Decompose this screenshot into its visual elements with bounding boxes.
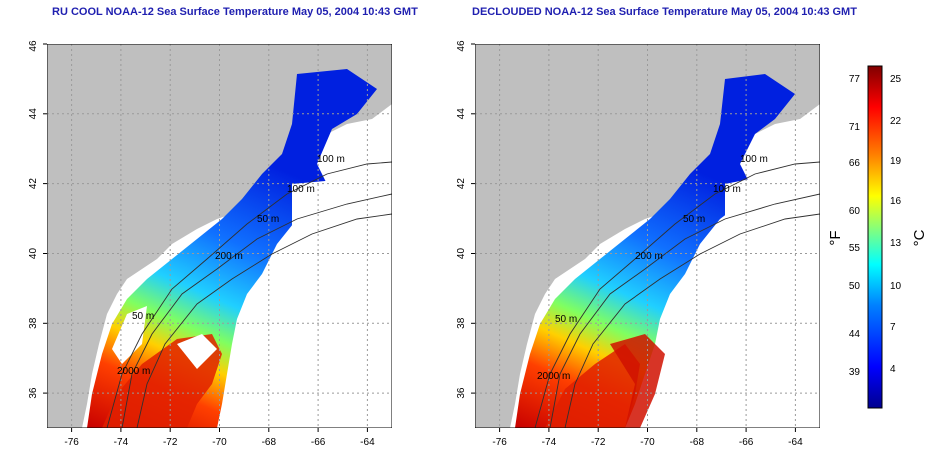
bathymetry-contours: [106, 161, 392, 428]
celsius-tick: 16: [890, 196, 902, 207]
lat-lon-grid: [47, 44, 392, 428]
contour-label: 50 m: [257, 214, 279, 225]
x-tick-label: -66: [739, 437, 754, 448]
contour-label: 2000 m: [537, 371, 570, 382]
contour-label: 50 m: [683, 214, 705, 225]
y-tick-label: 40: [456, 248, 467, 260]
x-tick-label: -76: [492, 437, 507, 448]
cloud-gap: [177, 334, 217, 369]
fahrenheit-tick: 60: [849, 206, 861, 217]
contour-label: 100 m: [740, 154, 768, 165]
contour-label: 50 m: [132, 311, 154, 322]
fahrenheit-unit-label: °F: [827, 230, 844, 245]
fahrenheit-tick: 55: [849, 243, 861, 254]
y-axis-left: 36 38 40 42 44 46: [28, 40, 47, 399]
celsius-tick: 19: [890, 156, 902, 167]
y-tick-label: 38: [28, 317, 39, 329]
contour-label: 100 m: [713, 184, 741, 195]
x-tick-label: -74: [542, 437, 557, 448]
x-tick-label: -72: [591, 437, 606, 448]
lat-lon-grid: [475, 44, 820, 428]
y-tick-label: 46: [456, 40, 467, 52]
gulf-stream-warm: [610, 334, 665, 428]
y-axis-right: 36 38 40 42 44 46: [456, 40, 475, 399]
celsius-tick: 22: [890, 116, 902, 127]
contour-label: 200 m: [635, 251, 663, 262]
fahrenheit-tick: 66: [849, 158, 861, 169]
x-tick-label: -68: [262, 437, 277, 448]
celsius-tick: 25: [890, 74, 902, 85]
y-tick-label: 40: [28, 248, 39, 260]
celsius-unit-label: °C: [911, 229, 928, 246]
x-tick-label: -74: [114, 437, 129, 448]
sst-map-cloudy: 100 m 100 m 50 m 200 m 50 m 2000 m: [47, 44, 392, 428]
cloud-gap: [292, 179, 367, 244]
y-tick-label: 36: [456, 387, 467, 399]
x-axis-right: -76 -74 -72 -70 -68 -66 -64: [492, 428, 803, 448]
x-tick-label: -68: [690, 437, 705, 448]
x-tick-label: -66: [311, 437, 326, 448]
contour-label: 2000 m: [117, 366, 150, 377]
x-tick-label: -70: [212, 437, 227, 448]
fahrenheit-tick: 71: [849, 122, 861, 133]
fahrenheit-tick: 39: [849, 367, 861, 378]
x-tick-label: -70: [640, 437, 655, 448]
sst-map-declouded: 100 m 100 m 50 m 200 m 50 m 2000 m: [475, 44, 820, 428]
map-title-right: DECLOUDED NOAA-12 Sea Surface Temperatur…: [472, 6, 857, 18]
celsius-tick: 13: [890, 238, 902, 249]
contour-label: 50 m: [555, 314, 577, 325]
celsius-tick: 10: [890, 281, 902, 292]
bathymetry-contours: [534, 161, 820, 428]
fahrenheit-tick: 44: [849, 329, 861, 340]
colorbar-gradient: [867, 65, 883, 409]
celsius-tick: 7: [890, 322, 896, 333]
contour-label: 200 m: [215, 251, 243, 262]
sst-swath: [515, 74, 795, 428]
sst-swath: [87, 69, 377, 428]
x-tick-label: -72: [163, 437, 178, 448]
gulf-stream-warm: [545, 344, 640, 428]
contour-label: 100 m: [287, 184, 315, 195]
y-tick-label: 36: [28, 387, 39, 399]
x-tick-label: -64: [360, 437, 375, 448]
y-tick-label: 44: [456, 108, 467, 120]
y-tick-label: 42: [456, 178, 467, 190]
x-tick-label: -64: [788, 437, 803, 448]
temperature-colorbar: 77 71 66 60 55 50 44 39 25 22 19 16 13 1…: [820, 60, 950, 420]
fahrenheit-tick: 77: [849, 74, 861, 85]
cloud-gap: [725, 174, 795, 244]
y-tick-label: 42: [28, 178, 39, 190]
y-tick-label: 44: [28, 108, 39, 120]
map-title-left: RU COOL NOAA-12 Sea Surface Temperature …: [52, 6, 418, 18]
fahrenheit-tick: 50: [849, 281, 861, 292]
x-axis-left: -76 -74 -72 -70 -68 -66 -64: [64, 428, 375, 448]
y-tick-label: 46: [28, 40, 39, 52]
contour-label: 100 m: [317, 154, 345, 165]
x-tick-label: -76: [64, 437, 79, 448]
y-tick-label: 38: [456, 317, 467, 329]
celsius-tick: 4: [890, 364, 896, 375]
